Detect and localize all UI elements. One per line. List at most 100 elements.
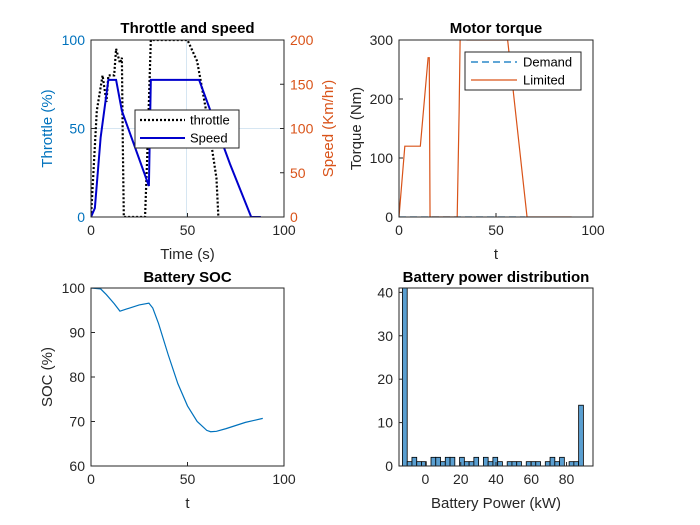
y-axis-tick-label: 30	[377, 328, 393, 344]
y-axis-tick-label: 10	[377, 415, 393, 431]
x-axis-tick-label: 0	[422, 471, 430, 487]
x-axis-tick-label: 100	[272, 222, 296, 238]
histogram-bar	[416, 461, 422, 466]
y-axis-tick-label: 200	[370, 91, 394, 107]
x-axis-tick-label: 0	[395, 222, 403, 238]
y-axis-tick-label: 90	[69, 325, 85, 341]
y-axis-right-tick-label: 150	[290, 76, 314, 92]
histogram-bar	[573, 461, 580, 466]
y-axis-tick-label: 100	[62, 280, 86, 296]
x-axis-tick-label: 60	[523, 471, 539, 487]
y-axis-left-tick-label: 0	[77, 209, 85, 225]
y-axis-right-tick-label: 0	[290, 209, 298, 225]
y-axis-tick-label: 0	[385, 209, 393, 225]
histogram-bar	[463, 461, 470, 466]
y-axis-tick-label: 0	[385, 458, 393, 474]
y-axis-left-label: Throttle (%)	[39, 89, 56, 167]
histogram-bar	[421, 461, 427, 466]
plot-area	[91, 288, 284, 466]
histogram-bar	[492, 456, 499, 466]
chart-title: Motor torque	[450, 20, 542, 37]
series-soc-line	[91, 288, 263, 433]
panel-battery-soc: 0 50 100 60 70 80 90 100 Battery SOC t SOC (%)	[39, 269, 296, 512]
legend[interactable]: throttle Speed	[134, 109, 240, 149]
legend-box	[134, 109, 240, 149]
y-axis: 60 70 80 90 100	[62, 280, 95, 474]
x-axis-label: t	[494, 246, 499, 263]
x-axis-tick-label: 0	[87, 222, 95, 238]
panel-motor-torque: 0 50 100 0 100 200 300 Motor torque t Torque …	[348, 20, 605, 263]
plot-area	[399, 288, 593, 466]
y-axis-right-tick-label: 200	[290, 32, 314, 48]
y-axis-tick-label: 300	[370, 32, 394, 48]
histogram-bar	[549, 456, 556, 466]
histogram-bar	[559, 456, 565, 466]
y-axis-tick-label: 40	[377, 284, 393, 300]
histogram-bar	[535, 461, 541, 466]
histogram-bar	[473, 456, 480, 466]
y-axis-tick-label: 20	[377, 371, 393, 387]
legend-label-demand: Demand	[523, 55, 572, 70]
histogram-bar	[497, 461, 503, 466]
y-axis: 0 10 20 30 40	[377, 284, 403, 474]
x-axis-tick-label: 0	[87, 471, 95, 487]
x-axis: 0 50 100	[87, 213, 296, 238]
x-axis-tick-label: 50	[180, 222, 196, 238]
y-axis-tick-label: 100	[370, 150, 394, 166]
legend-label-speed: Speed	[190, 131, 228, 146]
y-axis-tick-label: 70	[69, 414, 85, 430]
y-axis-right: 0 50 100 150 200	[280, 32, 314, 225]
x-axis-tick-label: 100	[581, 222, 605, 238]
histogram-bar	[482, 456, 489, 466]
x-axis-label: Battery Power (kW)	[431, 495, 561, 512]
x-axis-tick-label: 20	[453, 471, 469, 487]
histogram-bar	[449, 456, 456, 466]
panel-battery-power-distribution: 0 20 40 60 80 0 10 20 30 40 Battery power distri…	[377, 269, 594, 512]
y-axis-left-tick-label: 100	[62, 32, 86, 48]
x-axis: 0 50 100	[395, 213, 605, 238]
y-axis-tick-label: 60	[69, 458, 85, 474]
legend[interactable]: Demand Limited	[464, 51, 582, 91]
y-axis-right-tick-label: 100	[290, 121, 314, 137]
histogram-bar	[554, 461, 560, 466]
y-axis-right-label: Speed (Km/hr)	[320, 80, 337, 178]
histogram-bar	[468, 461, 475, 466]
y-axis-label: SOC (%)	[39, 347, 56, 407]
y-axis-left-tick-label: 50	[69, 121, 85, 137]
chart-title: Throttle and speed	[120, 20, 254, 37]
x-axis-label: Time (s)	[160, 246, 214, 263]
histogram-bar	[402, 288, 408, 466]
y-axis: 0 100 200 300	[370, 32, 403, 225]
legend-label-throttle: throttle	[190, 113, 230, 128]
legend-box	[464, 51, 582, 91]
chart-title: Battery SOC	[143, 269, 232, 286]
histogram-bar	[435, 456, 441, 466]
histogram-bar	[568, 461, 575, 466]
y-axis-tick-label: 80	[69, 369, 85, 385]
histogram-bar	[544, 461, 551, 466]
chart-title: Battery power distribution	[403, 269, 590, 286]
histogram-bar	[444, 456, 451, 466]
histogram-bar	[506, 461, 513, 466]
histogram-bar	[516, 461, 522, 466]
series-speed-line	[91, 78, 261, 217]
histogram-bar	[511, 461, 518, 466]
y-axis-right-tick-label: 50	[290, 165, 306, 181]
y-axis-left: 0 50 100	[62, 32, 95, 225]
panel-throttle-speed: 0 50 100 0 50 100 0 50 100 150 200 Throttle and …	[39, 20, 337, 263]
x-axis-tick-label: 40	[488, 471, 504, 487]
x-axis-tick-label: 50	[180, 471, 196, 487]
histogram-bar	[578, 404, 584, 466]
histogram-bar	[411, 456, 418, 466]
histogram-bars	[402, 288, 584, 466]
series-limited-line	[399, 40, 572, 217]
histogram-bar	[406, 461, 413, 466]
y-axis-label: Torque (Nm)	[348, 87, 365, 170]
legend-label-limited: Limited	[523, 73, 565, 88]
histogram-bar	[487, 461, 494, 466]
x-axis-label: t	[185, 495, 190, 512]
x-axis-tick-label: 100	[272, 471, 296, 487]
x-axis-tick-label: 50	[488, 222, 504, 238]
